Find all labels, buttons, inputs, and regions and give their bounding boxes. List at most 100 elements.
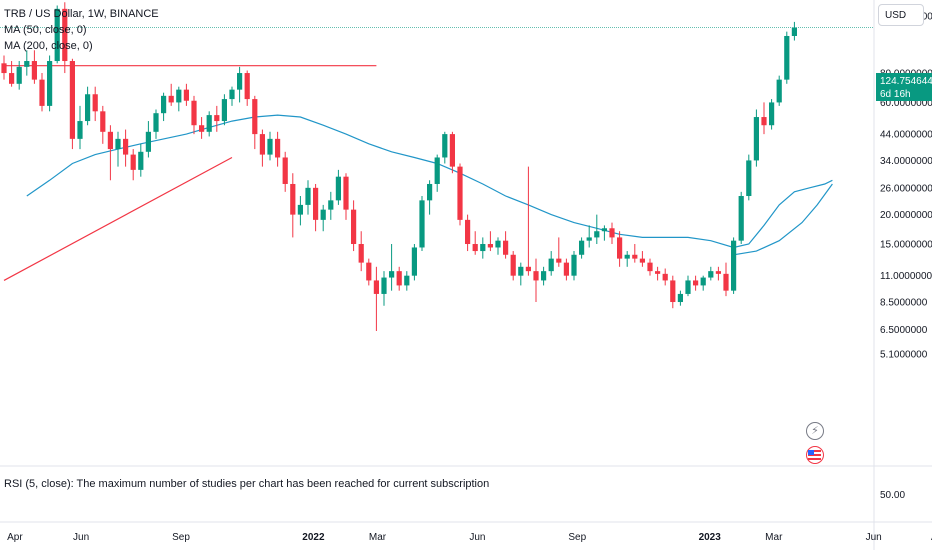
candle[interactable] (16, 61, 22, 90)
candle[interactable] (145, 121, 151, 158)
candle[interactable] (632, 244, 638, 263)
candle[interactable] (389, 244, 395, 291)
candle[interactable] (434, 154, 440, 192)
candle[interactable] (275, 131, 281, 167)
candle[interactable] (480, 237, 486, 259)
candle[interactable] (662, 268, 668, 286)
candle[interactable] (123, 129, 129, 167)
candle[interactable] (107, 125, 113, 181)
candle[interactable] (617, 231, 623, 267)
candle[interactable] (214, 105, 220, 132)
candle[interactable] (351, 200, 357, 252)
candle[interactable] (563, 258, 569, 281)
candle[interactable] (609, 222, 615, 245)
candle[interactable] (54, 5, 60, 64)
candle[interactable] (693, 275, 699, 291)
candle[interactable] (419, 196, 425, 252)
ma200-line[interactable] (733, 183, 833, 256)
candle[interactable] (601, 225, 607, 241)
candle[interactable] (229, 86, 235, 106)
candle[interactable] (62, 2, 68, 74)
candle[interactable] (335, 169, 341, 205)
candle[interactable] (206, 111, 212, 137)
candle[interactable] (715, 266, 721, 281)
candle[interactable] (358, 231, 364, 272)
candle[interactable] (784, 31, 790, 84)
candle[interactable] (776, 75, 782, 106)
candle[interactable] (503, 231, 509, 259)
candle[interactable] (282, 151, 288, 192)
candle[interactable] (586, 225, 592, 248)
candle[interactable] (39, 73, 45, 112)
candle[interactable] (290, 173, 296, 238)
candle[interactable] (791, 21, 797, 41)
lightning-icon[interactable]: ⚡ (806, 422, 824, 440)
candle[interactable] (548, 251, 554, 276)
trend-line[interactable] (3, 156, 233, 281)
candle[interactable] (723, 262, 729, 297)
us-flag-icon[interactable] (806, 446, 824, 464)
candle[interactable] (259, 129, 265, 167)
candle[interactable] (731, 237, 737, 294)
candle[interactable] (244, 70, 250, 106)
candle[interactable] (404, 271, 410, 291)
candle[interactable] (221, 94, 227, 126)
candle[interactable] (320, 204, 326, 232)
candle[interactable] (161, 92, 167, 122)
candle[interactable] (685, 275, 691, 297)
candle[interactable] (411, 244, 417, 281)
candle[interactable] (100, 105, 106, 144)
candle[interactable] (571, 251, 577, 281)
candle[interactable] (472, 231, 478, 255)
candle[interactable] (594, 214, 600, 245)
candle[interactable] (115, 131, 121, 167)
candle[interactable] (677, 290, 683, 306)
candle[interactable] (738, 191, 744, 245)
candle[interactable] (449, 131, 455, 174)
candle[interactable] (297, 196, 303, 226)
candle[interactable] (199, 117, 205, 139)
candle[interactable] (168, 83, 174, 106)
candle[interactable] (442, 131, 448, 164)
candle[interactable] (77, 105, 83, 150)
candle[interactable] (746, 154, 752, 201)
candle[interactable] (9, 61, 15, 87)
candle[interactable] (457, 163, 463, 226)
candle[interactable] (624, 251, 630, 267)
candle[interactable] (92, 86, 98, 122)
candle[interactable] (85, 86, 91, 126)
candle[interactable] (541, 266, 547, 286)
candle[interactable] (700, 275, 706, 291)
candle[interactable] (31, 50, 37, 84)
candle[interactable] (525, 166, 531, 276)
candle[interactable] (753, 109, 759, 167)
candle[interactable] (510, 251, 516, 281)
ma200-legend[interactable]: MA (200, close, 0) (4, 40, 93, 52)
rsi-study-label[interactable]: RSI (5, close): The maximum number of st… (4, 478, 490, 490)
candle[interactable] (670, 275, 676, 309)
candle[interactable] (427, 180, 433, 215)
candle[interactable] (366, 258, 372, 286)
candle[interactable] (237, 66, 243, 103)
candle[interactable] (556, 237, 562, 267)
candle[interactable] (769, 99, 775, 130)
candle[interactable] (183, 83, 189, 106)
candle[interactable] (267, 131, 273, 161)
candle[interactable] (518, 262, 524, 286)
candle[interactable] (153, 109, 159, 139)
candle[interactable] (305, 180, 311, 215)
candle[interactable] (487, 231, 493, 252)
candle[interactable] (191, 95, 197, 135)
candle[interactable] (708, 266, 714, 281)
candle[interactable] (343, 173, 349, 220)
candle[interactable] (647, 258, 653, 276)
candle[interactable] (328, 191, 334, 220)
candle[interactable] (69, 58, 75, 150)
candle[interactable] (313, 183, 319, 232)
candle[interactable] (130, 149, 136, 181)
candle[interactable] (1, 55, 7, 80)
candle[interactable] (495, 237, 501, 255)
candle[interactable] (533, 258, 539, 303)
candle[interactable] (465, 214, 471, 252)
